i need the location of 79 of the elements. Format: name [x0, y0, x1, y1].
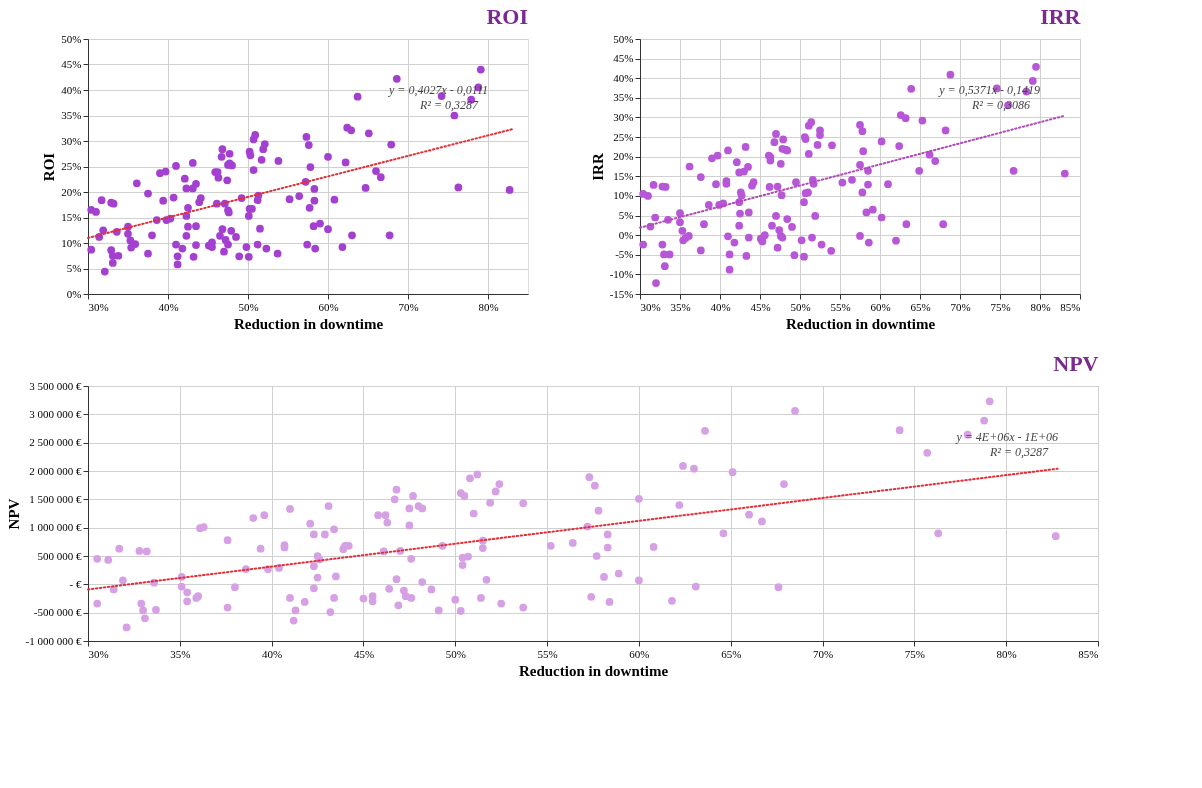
y-tick-label: 25% — [613, 130, 634, 143]
x-tick-label: 60% — [870, 300, 891, 313]
y-tick-label: 2 000 000 € — [29, 464, 82, 477]
x-axis-title: Reduction in downtime — [785, 315, 936, 332]
y-tick-label: -500 000 € — [33, 606, 82, 619]
x-tick-label: 45% — [353, 647, 375, 660]
y-tick-label: 1 500 000 € — [29, 492, 82, 505]
chart-title: NPV — [1053, 351, 1099, 376]
annotation: y = 4E+06x - 1E+06 — [955, 430, 1058, 444]
x-axis-title: Reduction in downtime — [518, 662, 669, 679]
x-tick-label: 75% — [904, 647, 925, 660]
x-tick-label: 60% — [629, 647, 650, 660]
x-tick-label: 55% — [537, 647, 558, 660]
x-tick-label: 40% — [710, 300, 731, 313]
annotation: R² = 0,3287 — [988, 445, 1049, 459]
x-tick-label: 80% — [1030, 300, 1051, 313]
x-tick-label: 40% — [158, 300, 179, 313]
y-axis-title: NPV — [5, 498, 22, 530]
x-tick-label: 30% — [640, 300, 661, 313]
y-tick-label: 25% — [61, 160, 82, 172]
y-tick-label: 20% — [613, 150, 634, 163]
y-tick-label: 35% — [61, 109, 82, 121]
y-tick-label: 15% — [61, 211, 82, 223]
x-tick-label: 70% — [812, 647, 834, 660]
y-axis-title: IRR — [589, 153, 606, 181]
y-tick-label: -15% — [609, 287, 634, 300]
y-tick-label: 45% — [61, 58, 82, 70]
x-tick-label: 85% — [1078, 647, 1099, 660]
x-tick-label: 30% — [88, 300, 109, 313]
y-tick-label: 3 000 000 € — [29, 407, 82, 420]
y-tick-label: 40% — [613, 71, 634, 84]
chart-title: IRR — [1040, 4, 1082, 29]
x-tick-label: 65% — [721, 647, 742, 660]
annotation: y = 0,5371x - 0,1419 — [938, 83, 1040, 97]
y-tick-label: -10% — [609, 267, 634, 280]
y-tick-label: 0% — [66, 287, 82, 300]
x-tick-label: 65% — [910, 300, 931, 313]
y-tick-label: 0% — [618, 228, 634, 241]
y-tick-label: 10% — [61, 236, 82, 249]
x-tick-label: 35% — [670, 300, 691, 313]
y-tick-label: 30% — [613, 110, 634, 123]
y-tick-label: 30% — [61, 134, 82, 147]
y-tick-label: 50% — [61, 32, 82, 45]
y-tick-label: 5% — [66, 262, 82, 274]
annotation: R² = 0,3287 — [418, 98, 479, 112]
chart-title: ROI — [486, 4, 528, 29]
x-tick-label: 70% — [398, 300, 419, 313]
y-tick-label: 2 500 000 € — [29, 436, 82, 449]
y-tick-label: 5% — [618, 209, 634, 222]
y-tick-label: - € — [69, 577, 82, 590]
y-tick-label: 40% — [61, 83, 82, 96]
x-tick-label: 85% — [1060, 300, 1081, 313]
x-tick-label: 70% — [950, 300, 971, 313]
y-tick-label: 15% — [613, 169, 634, 182]
x-tick-label: 80% — [478, 300, 499, 313]
x-tick-label: 30% — [88, 647, 109, 660]
x-tick-label: 60% — [318, 300, 339, 313]
y-tick-label: -5% — [615, 248, 634, 261]
y-tick-label: 10% — [613, 189, 634, 202]
y-tick-label: 500 000 € — [37, 549, 82, 562]
y-tick-label: 1 000 000 € — [29, 521, 82, 534]
y-tick-label: 35% — [613, 91, 634, 104]
y-tick-label: 20% — [61, 185, 82, 198]
x-tick-label: 80% — [996, 647, 1017, 660]
annotation: y = 0,4027x - 0,0111 — [388, 83, 488, 97]
x-tick-label: 40% — [262, 647, 283, 660]
x-tick-label: 45% — [750, 300, 771, 313]
y-tick-label: -1 000 000 € — [25, 634, 82, 647]
x-tick-label: 35% — [170, 647, 191, 660]
x-tick-label: 50% — [790, 300, 811, 313]
x-tick-label: 75% — [990, 300, 1011, 313]
y-tick-label: 45% — [613, 52, 634, 65]
x-tick-label: 50% — [238, 300, 259, 313]
y-tick-label: 3 500 000 € — [29, 379, 82, 392]
x-tick-label: 55% — [830, 300, 851, 313]
y-axis-title: ROI — [41, 152, 58, 182]
x-tick-label: 50% — [445, 647, 466, 660]
y-tick-label: 50% — [613, 32, 634, 45]
x-axis-title: Reduction in downtime — [233, 315, 384, 332]
